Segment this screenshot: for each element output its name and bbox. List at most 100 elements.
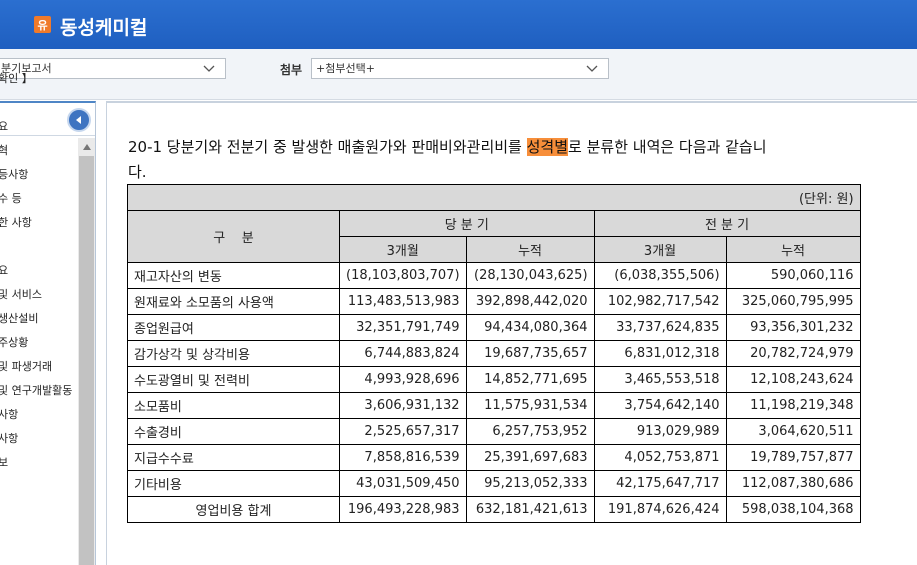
amount-cell: 25,391,697,683 (465, 444, 595, 471)
company-name: 동성케미컬 (60, 17, 148, 39)
note-text: 20-1 당분기와 전분기 중 발생한 매출원가와 판매비와관리비를 (128, 138, 527, 156)
category-header: 구 분 (127, 210, 340, 263)
amount-cell: 590,060,116 (725, 262, 861, 289)
table-row: 기타비용 43,031,509,450 95,213,052,333 42,175,6… (127, 470, 861, 497)
amount-cell: 43,031,509,450 (339, 470, 467, 497)
previous-3m-header: 3개월 (593, 236, 727, 263)
row-label: 수도광열비 및 전력비 (127, 366, 340, 393)
amount-cell: 11,198,219,348 (725, 392, 861, 419)
amount-cell: 33,737,624,835 (593, 314, 727, 341)
sidebar-item[interactable]: 사항 (0, 408, 19, 421)
scroll-up-icon[interactable] (78, 138, 95, 155)
row-label: 소모품비 (127, 392, 340, 419)
amount-cell: 42,175,647,717 (593, 470, 727, 497)
amount-cell: 4,993,928,696 (339, 366, 467, 393)
amount-cell: 20,782,724,979 (725, 340, 861, 367)
amount-cell: 93,356,301,232 (725, 314, 861, 341)
amount-cell: 2,525,657,317 (339, 418, 467, 445)
sidebar-item[interactable]: 생산설비 (0, 312, 39, 325)
row-label: 종업원급여 (127, 314, 340, 341)
table-row: 소모품비 3,606,931,132 11,575,931,534 3,754,642… (127, 392, 861, 419)
sidebar-item[interactable]: 요 (0, 120, 9, 133)
amount-cell: (28,130,043,625) (465, 262, 595, 289)
table-row: 원재료와 소모품의 사용액 113,483,513,983 392,898,442,… (127, 288, 861, 315)
amount-cell: 4,052,753,871 (593, 444, 727, 471)
sidebar-item[interactable]: 및 서비스 (0, 288, 42, 301)
company-logo-icon: 유 (34, 16, 51, 33)
amount-cell: 913,029,989 (593, 418, 727, 445)
total-label: 영업비용 합계 (127, 496, 340, 523)
sidebar-item[interactable]: 사항 (0, 432, 19, 445)
sidebar-item[interactable]: 요 (0, 264, 9, 277)
amount-cell: 95,213,052,333 (465, 470, 595, 497)
total-row: 영업비용 합계 196,493,228,983 632,181,421,613 191… (127, 496, 861, 523)
amount-cell: 113,483,513,983 (339, 288, 467, 315)
row-label: 기타비용 (127, 470, 340, 497)
amount-cell: 3,465,553,518 (593, 366, 727, 393)
sidebar-item[interactable]: 주상황 (0, 336, 29, 349)
amount-cell: 3,754,642,140 (593, 392, 727, 419)
sidebar-item[interactable]: 보 (0, 456, 9, 469)
current-3m-header: 3개월 (339, 236, 467, 263)
sidebar-item[interactable]: 확인 】 (0, 72, 33, 85)
amount-cell: 392,898,442,020 (465, 288, 595, 315)
amount-cell: 19,789,757,877 (725, 444, 861, 471)
row-label: 감가상각 및 상각비용 (127, 340, 340, 367)
table-row: 지급수수료 7,858,816,539 25,391,697,683 4,052,75… (127, 444, 861, 471)
sidebar-item[interactable]: 혁 (0, 144, 9, 157)
total-amount-cell: 598,038,104,368 (725, 496, 861, 523)
amount-cell: 6,257,753,952 (465, 418, 595, 445)
sidebar-item[interactable]: 및 파생거래 (0, 360, 53, 373)
note-text: 로 분류한 내역은 다음과 같습니다. (128, 138, 767, 181)
amount-cell: (18,103,803,707) (339, 262, 467, 289)
total-amount-cell: 632,181,421,613 (465, 496, 595, 523)
report-selector-bar: 분기보고서 첨부 +첨부선택+ (0, 49, 917, 100)
row-label: 원재료와 소모품의 사용액 (127, 288, 340, 315)
amount-cell: 112,087,380,686 (725, 470, 861, 497)
total-amount-cell: 191,874,626,424 (593, 496, 727, 523)
chevron-down-icon (586, 65, 598, 72)
row-label: 수출경비 (127, 418, 340, 445)
chevron-down-icon (203, 65, 215, 72)
amount-cell: 19,687,735,657 (465, 340, 595, 367)
current-period-header: 당 분 기 (339, 210, 595, 237)
report-select-value: 분기보고서 (1, 62, 52, 75)
amount-cell: 94,434,080,364 (465, 314, 595, 341)
app-header: 유 동성케미컬 (0, 0, 917, 49)
row-label: 재고자산의 변동 (127, 262, 340, 289)
report-select[interactable]: 분기보고서 (0, 58, 226, 79)
amount-cell: 6,831,012,318 (593, 340, 727, 367)
table-row: 수출경비 2,525,657,317 6,257,753,952 913,029,98… (127, 418, 861, 445)
table-row: 수도광열비 및 전력비 4,993,928,696 14,852,771,695 3,… (127, 366, 861, 393)
sidebar-divider (0, 135, 95, 136)
note-paragraph: 20-1 당분기와 전분기 중 발생한 매출원가와 판매비와관리비를 성격별로 … (128, 135, 768, 185)
amount-cell: 14,852,771,695 (465, 366, 595, 393)
search-highlight: 성격별 (526, 138, 569, 156)
amount-cell: 102,982,717,542 (593, 288, 727, 315)
sidebar-item[interactable]: 한 사항 (0, 216, 32, 229)
amount-cell: 11,575,931,534 (465, 392, 595, 419)
unit-label: (단위: 원) (127, 184, 861, 211)
table-row: 감가상각 및 상각비용 6,744,883,824 19,687,735,657 6,… (127, 340, 861, 367)
attach-select[interactable]: +첨부선택+ (311, 58, 609, 79)
sidebar-item[interactable]: 수 등 (0, 192, 22, 205)
sidebar-item[interactable]: 및 연구개발활동 (0, 384, 73, 397)
previous-period-header: 전 분 기 (593, 210, 861, 237)
expense-by-nature-table: (단위: 원) 구 분 당 분 기 전 분 기 3개월 누적 3개월 누적 재고… (127, 184, 861, 523)
amount-cell: (6,038,355,506) (593, 262, 727, 289)
sidebar-collapse-button[interactable] (67, 108, 91, 132)
sidebar-scrollbar[interactable] (78, 138, 95, 565)
amount-cell: 6,744,883,824 (339, 340, 467, 367)
amount-cell: 3,064,620,511 (725, 418, 861, 445)
amount-cell: 32,351,791,749 (339, 314, 467, 341)
sidebar-item[interactable]: 등사항 (0, 168, 29, 181)
row-label: 지급수수료 (127, 444, 340, 471)
amount-cell: 325,060,795,995 (725, 288, 861, 315)
amount-cell: 12,108,243,624 (725, 366, 861, 393)
scrollbar-thumb[interactable] (79, 156, 94, 565)
amount-cell: 3,606,931,132 (339, 392, 467, 419)
amount-cell: 7,858,816,539 (339, 444, 467, 471)
previous-cumulative-header: 누적 (725, 236, 861, 263)
chevron-left-icon (76, 116, 81, 124)
